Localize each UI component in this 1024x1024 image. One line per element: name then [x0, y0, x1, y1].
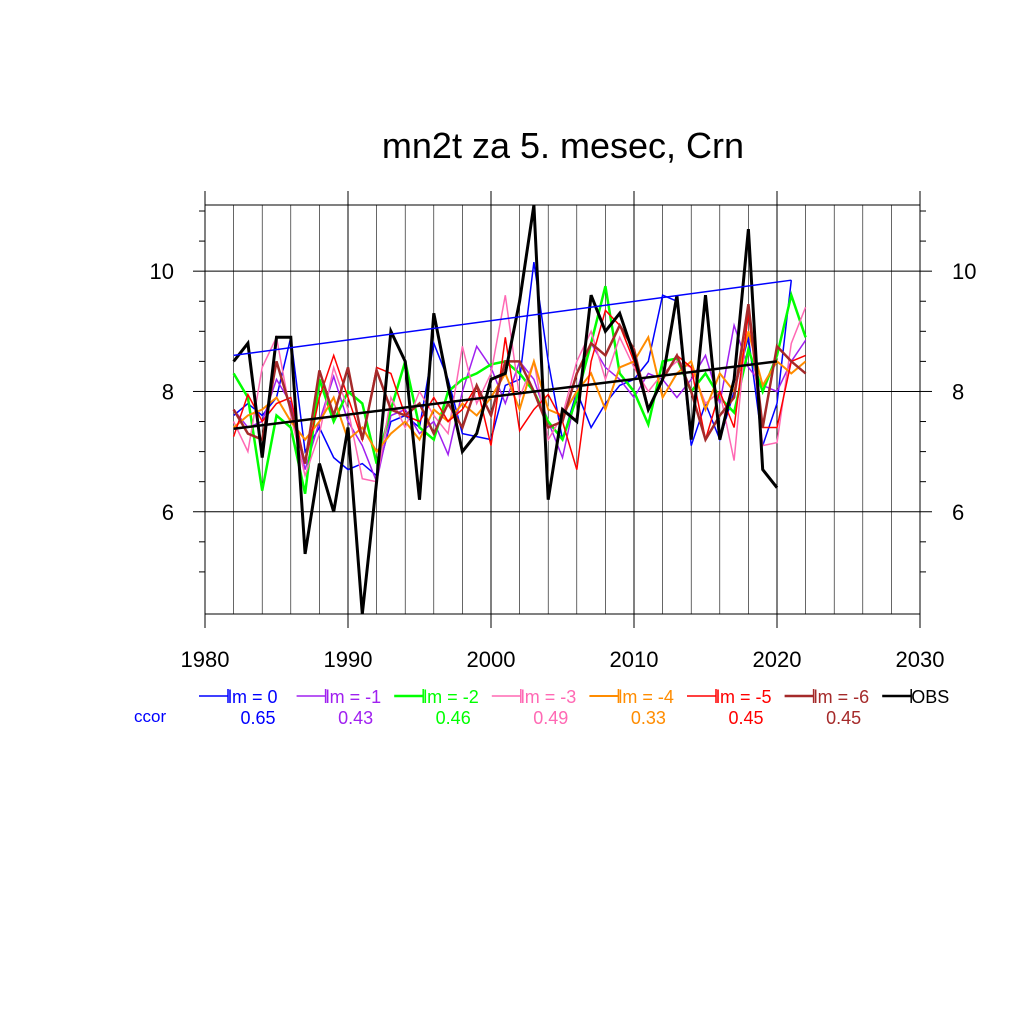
series-line-lm-2 [232, 285, 807, 494]
ccor-label: ccor [134, 707, 166, 726]
ccor-value: 0.45 [826, 708, 861, 728]
series-line-lm-4 [232, 331, 807, 454]
series-line-lm-6 [232, 304, 807, 464]
ccor-value: 0.65 [240, 708, 275, 728]
legend-entry: lm = 0 [228, 687, 278, 707]
x-tick-label: 2030 [896, 647, 945, 672]
x-tick-label: 1990 [324, 647, 373, 672]
trend-line [233, 279, 792, 357]
y-tick-label: 6 [162, 500, 174, 525]
legend-entry: lm = -5 [716, 687, 772, 707]
trend-line [233, 360, 778, 430]
series-line-obs [232, 205, 779, 614]
series-group [232, 205, 807, 614]
ccor-value: 0.46 [436, 708, 471, 728]
legend-entry: lm = -6 [814, 687, 870, 707]
y-tick-label: 8 [952, 379, 964, 404]
ccor-value: 0.45 [728, 708, 763, 728]
y-tick-label: 10 [150, 259, 174, 284]
ccor-value: 0.49 [533, 708, 568, 728]
plot-frame [204, 204, 921, 615]
ccor-value: 0.33 [631, 708, 666, 728]
series-line-lm-5 [232, 308, 806, 470]
legend-entry: lm = -1 [326, 687, 382, 707]
x-tick-label: 2000 [467, 647, 516, 672]
legend-entry: lm = -3 [521, 687, 577, 707]
x-tick-label: 1980 [181, 647, 230, 672]
y-tick-label: 6 [952, 500, 964, 525]
legend-entry: lm = -2 [423, 687, 479, 707]
ccor-value: 0.43 [338, 708, 373, 728]
x-tick-label: 2020 [753, 647, 802, 672]
x-tick-label: 2010 [610, 647, 659, 672]
legend-entry: OBS [911, 687, 949, 707]
y-tick-label: 10 [952, 259, 976, 284]
plot-area: 1980 1990 2000 2010 2020 2030 6 6 8 8 10 10 [150, 191, 976, 672]
chart-title: mn2t za 5. mesec, Crn [382, 125, 744, 166]
legend-entry: lm = -4 [618, 687, 674, 707]
y-tick-label: 8 [162, 379, 174, 404]
